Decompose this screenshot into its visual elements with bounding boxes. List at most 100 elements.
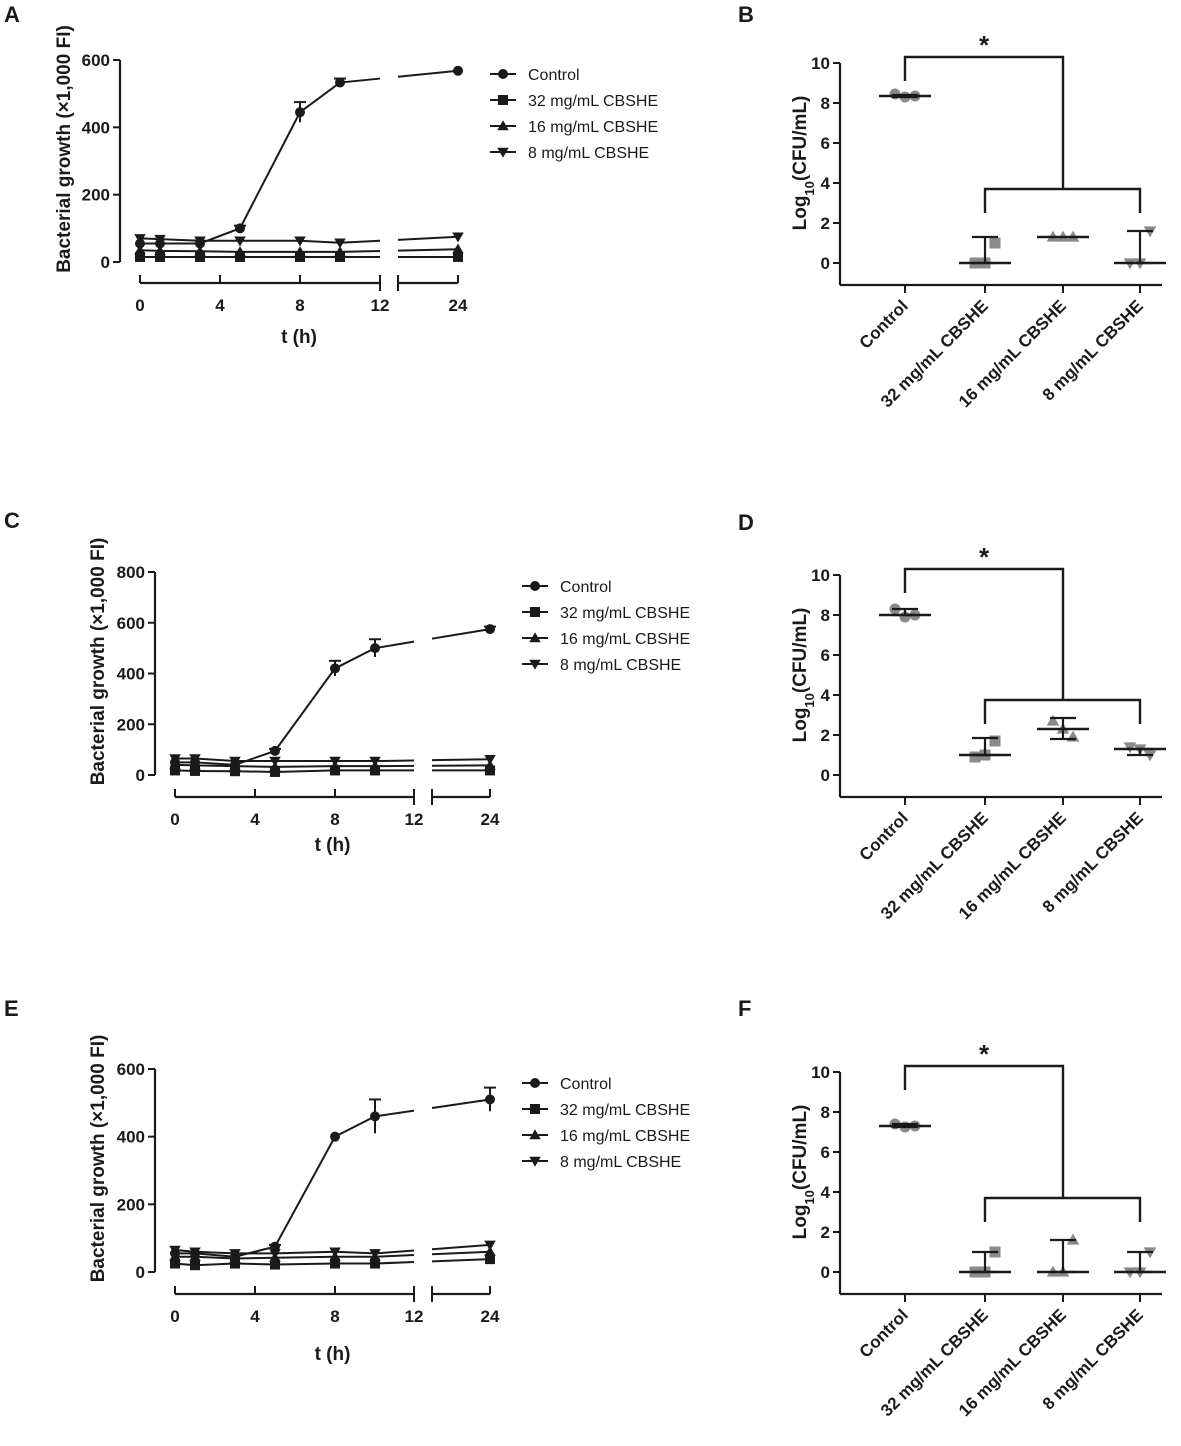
data-point	[330, 765, 340, 776]
data-point	[370, 1258, 380, 1269]
legend-label: Control	[528, 67, 580, 84]
data-point	[295, 251, 305, 262]
series-line-after-break	[397, 69, 459, 78]
y-tick-label: 800	[117, 563, 145, 582]
series-line-after-break	[431, 1243, 491, 1251]
y-axis-label: Log10(CFU/mL)	[790, 608, 817, 743]
data-point	[169, 1245, 181, 1256]
panel-label: C	[4, 508, 20, 533]
bracket-line	[983, 1196, 1142, 1222]
group-8-mg-ml-cbshe	[1114, 226, 1166, 270]
data-point	[484, 1240, 496, 1251]
y-tick-label: 0	[821, 1263, 830, 1282]
legend-marker	[497, 120, 509, 131]
x-tick-label: 8	[295, 296, 304, 315]
category-label: Control	[856, 296, 912, 352]
series-32-mg-ml-cbshe	[170, 1254, 495, 1271]
data-point	[234, 246, 246, 257]
series-8-mg-ml-cbshe	[169, 754, 496, 767]
x-tick-label: 24	[449, 296, 468, 315]
panel-label: F	[738, 996, 751, 1021]
significance-bracket: *	[903, 30, 1142, 213]
data-point	[154, 234, 166, 245]
x-tick-label: 0	[170, 810, 179, 829]
x-axis-label: t (h)	[315, 1344, 351, 1365]
group-16-mg-ml-cbshe	[1037, 1233, 1089, 1277]
data-point	[270, 745, 280, 756]
data-point	[269, 756, 281, 767]
x-tick-label: 12	[371, 296, 390, 315]
significance-star: *	[979, 1039, 990, 1069]
series-line-after-break	[397, 248, 459, 252]
y-tick-label: 0	[136, 766, 145, 785]
data-point	[189, 759, 201, 770]
legend-marker	[530, 581, 540, 591]
x-axis-label: t (h)	[315, 835, 351, 856]
line-chart-panel-e: E 0 200 400 600 Bacterial growth (×1,000 FI) 0…	[4, 996, 690, 1365]
legend-marker	[530, 1078, 540, 1088]
series-control	[170, 1086, 496, 1262]
data-point	[329, 1247, 341, 1258]
legend-label: 16 mg/mL CBSHE	[560, 631, 690, 648]
legend: Control 32 mg/mL CBSHE 16 mg/mL CBSHE 8 mg/…	[490, 67, 658, 162]
x-tick-label: 4	[250, 810, 260, 829]
y-tick-label: 10	[811, 54, 830, 73]
data-point	[335, 77, 345, 88]
legend-label: 32 mg/mL CBSHE	[560, 1102, 690, 1119]
group-control	[879, 603, 931, 623]
legend-marker	[530, 607, 540, 617]
series-line-after-break	[431, 758, 491, 762]
data-point	[330, 1131, 340, 1142]
bracket-line	[903, 55, 1065, 189]
y-tick-label: 8	[821, 606, 830, 625]
data-point	[230, 1258, 240, 1269]
data-point	[194, 245, 206, 256]
data-point	[329, 756, 341, 767]
group-8-mg-ml-cbshe	[1114, 742, 1166, 762]
x-tick-label: 4	[250, 1307, 260, 1326]
series-line-after-break	[397, 235, 459, 241]
data-point	[154, 245, 166, 256]
data-point	[295, 107, 305, 118]
data-point	[190, 765, 200, 776]
data-point	[134, 234, 146, 245]
y-tick-label: 10	[811, 566, 830, 585]
bracket-line	[983, 187, 1142, 213]
y-axis-label: Log10(CFU/mL)	[790, 1105, 817, 1240]
legend-marker	[529, 1156, 541, 1167]
data-point	[369, 1249, 381, 1260]
data-point	[485, 765, 495, 776]
data-point	[485, 1094, 495, 1105]
data-point	[294, 236, 306, 247]
data-point	[484, 1245, 496, 1256]
series-32-mg-ml-cbshe	[135, 251, 463, 262]
legend-label: Control	[560, 1076, 612, 1093]
data-point	[989, 237, 1001, 249]
data-point	[485, 1254, 495, 1265]
data-point	[270, 1241, 280, 1252]
y-tick-label: 8	[821, 94, 830, 113]
line-chart-panel-a: A 0 200 400 600 Bacterial growth (×1,000 FI) 0…	[4, 2, 658, 348]
panel-label: D	[738, 510, 754, 535]
data-point	[155, 251, 165, 262]
x-tick-label: 12	[405, 810, 424, 829]
group-8-mg-ml-cbshe	[1114, 1247, 1166, 1279]
y-tick-label: 400	[117, 665, 145, 684]
data-point	[484, 755, 496, 766]
data-point	[229, 756, 241, 767]
legend-label: 8 mg/mL CBSHE	[560, 1154, 681, 1171]
significance-star: *	[979, 30, 990, 60]
group-32-mg-ml-cbshe	[959, 235, 1011, 269]
data-point	[452, 243, 464, 254]
legend-marker	[498, 95, 508, 105]
significance-bracket: *	[903, 542, 1142, 724]
data-point	[229, 1249, 241, 1260]
legend-marker	[529, 632, 541, 643]
y-tick-label: 600	[117, 614, 145, 633]
series-line-after-break	[431, 1258, 491, 1263]
data-point	[330, 663, 340, 674]
y-tick-label: 2	[821, 1223, 830, 1242]
category-label: Control	[856, 1305, 912, 1361]
